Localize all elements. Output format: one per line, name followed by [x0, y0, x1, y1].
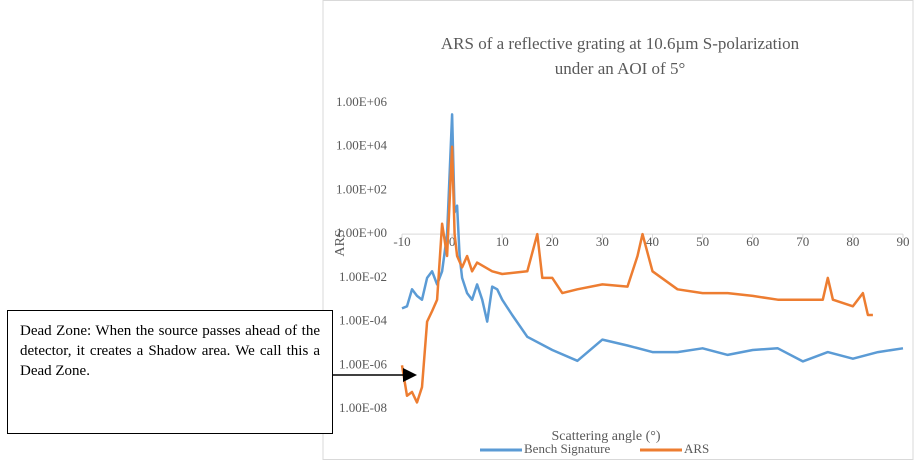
y-tick-label: 1.00E+06	[336, 94, 388, 109]
y-tick-label: 1.00E+04	[336, 138, 388, 153]
series-line	[400, 145, 873, 404]
y-tick-label: 1.00E+02	[336, 181, 387, 196]
x-tick-label: 10	[496, 234, 509, 249]
y-tick-label: 1.00E-06	[339, 356, 388, 371]
x-tick-label: 40	[646, 234, 659, 249]
x-tick-label: 70	[796, 234, 809, 249]
chart-title: under an AOI of 5°	[555, 59, 686, 78]
y-tick-label: 1.00E-08	[339, 400, 387, 415]
x-tick-label: 60	[746, 234, 759, 249]
x-tick-label: 30	[596, 234, 609, 249]
y-axis-title: ARS	[333, 229, 348, 256]
x-tick-label: 50	[696, 234, 709, 249]
x-axis-title: Scattering angle (°)	[552, 429, 661, 444]
annotation: Dead Zone: When the source passes ahead …	[7, 310, 333, 434]
x-tick-label: 20	[546, 234, 559, 249]
legend-label: Bench Signature	[524, 441, 611, 456]
y-tick-label: 1.00E+00	[336, 225, 387, 240]
y-tick-label: 1.00E-04	[339, 313, 388, 328]
x-tick-label: 90	[897, 234, 910, 249]
x-tick-label: 0	[449, 234, 456, 249]
x-tick-label: -10	[393, 234, 410, 249]
legend-label: ARS	[684, 441, 709, 456]
chart-title: ARS of a reflective grating at 10.6µm S-…	[441, 34, 800, 53]
y-tick-label: 1.00E-02	[339, 269, 387, 284]
x-tick-label: 80	[846, 234, 859, 249]
series-line	[401, 113, 904, 363]
